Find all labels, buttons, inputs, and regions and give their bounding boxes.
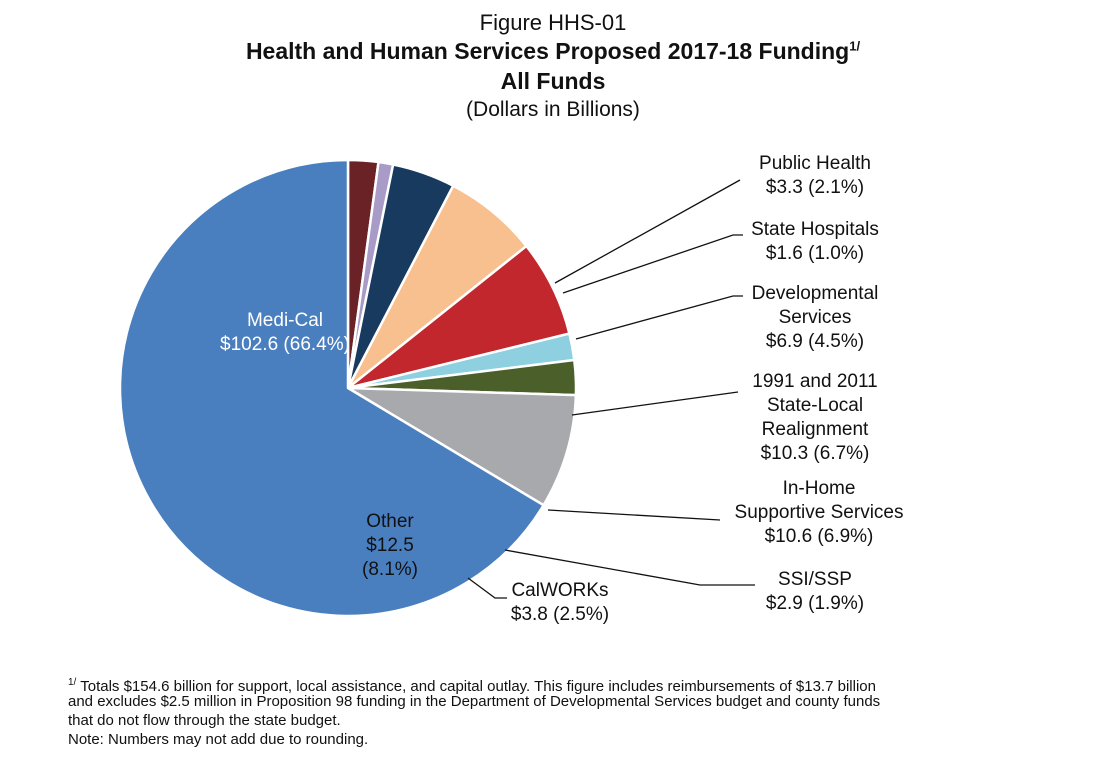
data-label-line: $2.9 (1.9%) — [766, 593, 864, 614]
chart-title-text: Health and Human Services Proposed 2017-… — [245, 38, 850, 64]
leader-line-ssi-ssp — [504, 549, 755, 586]
leader-line-state-hospitals — [562, 234, 743, 294]
data-label-line: $10.3 (6.7%) — [761, 443, 870, 464]
title-footnote-marker: 1/ — [849, 38, 861, 54]
data-label-line: $12.5 — [366, 535, 414, 556]
pie-chart: Public Health $3.3 (2.1%) State Hospitals $… — [118, 153, 904, 625]
data-label-line: Public Health — [759, 153, 871, 174]
data-label-line: $10.6 (6.9%) — [765, 526, 874, 547]
data-label-public-health: Public Health $3.3 (2.1%) — [759, 153, 871, 198]
pie-slice-medi-cal — [118, 158, 545, 618]
footnote-1-text: Totals $154.6 billion for support, local… — [76, 678, 876, 695]
data-label-state-hospitals: State Hospitals $1.6 (1.0%) — [751, 219, 879, 264]
data-label-line: State-Local — [767, 395, 863, 416]
data-label-line: (8.1%) — [362, 559, 418, 580]
chart-title: Health and Human Services Proposed 2017-… — [0, 38, 1106, 65]
data-label-other: Other $12.5 (8.1%) — [362, 511, 418, 580]
footnote-1-continued: and excludes $2.5 million in Proposition… — [68, 693, 881, 710]
leader-line-1991-and-2011-state-local-realignment — [571, 391, 739, 416]
data-label-1991-and-2011-state-local-realignment: 1991 and 2011 State-Local Realignment $10.3… — [752, 371, 877, 464]
data-label-line: $3.8 (2.5%) — [511, 604, 609, 625]
data-label-line: Other — [366, 511, 414, 532]
data-label-line: Services — [779, 307, 852, 328]
data-label-developmental-services: Developmental Services $6.9 (4.5%) — [752, 283, 879, 352]
data-label-line: Medi-Cal — [247, 310, 323, 331]
data-label-line: Realignment — [762, 419, 869, 440]
pie-slice-other — [346, 386, 578, 507]
chart-title-line2: All Funds — [500, 68, 606, 94]
footnote-1-end: that do not flow through the state budge… — [68, 712, 341, 729]
data-label-line: 1991 and 2011 — [752, 371, 877, 392]
data-label-line: CalWORKs — [511, 580, 608, 601]
data-label-line: $1.6 (1.0%) — [766, 243, 864, 264]
data-label-in-home-supportive-services: In-Home Supportive Services $10.6 (6.9%) — [735, 478, 904, 547]
footnote-marker: 1/ — [68, 677, 77, 688]
data-label-line: $3.3 (2.1%) — [766, 177, 864, 198]
footnote-1: 1/ Totals $154.6 billion for support, lo… — [68, 673, 876, 696]
chart-subtitle: (Dollars in Billions) — [466, 98, 640, 121]
leader-line-in-home-supportive-services — [547, 509, 721, 521]
data-label-line: Developmental — [752, 283, 879, 304]
data-label-ssi-ssp: SSI/SSP $2.9 (1.9%) — [766, 569, 864, 614]
data-label-calworks: CalWORKs $3.8 (2.5%) — [511, 580, 609, 625]
rounding-note: Note: Numbers may not add due to roundin… — [68, 731, 369, 748]
leader-line-public-health — [554, 179, 741, 284]
data-label-line: SSI/SSP — [778, 569, 852, 590]
data-label-line: In-Home — [783, 478, 856, 499]
leader-line-calworks — [467, 577, 507, 599]
leader-line-developmental-services — [575, 295, 743, 340]
data-label-line: $6.9 (4.5%) — [766, 331, 864, 352]
data-label-line: Supportive Services — [735, 502, 904, 523]
data-label-line: State Hospitals — [751, 219, 879, 240]
data-label-medi-cal: Medi-Cal $102.6 (66.4%) — [220, 310, 350, 355]
data-label-line: $102.6 (66.4%) — [220, 334, 350, 355]
figure-label: Figure HHS-01 — [479, 10, 627, 35]
